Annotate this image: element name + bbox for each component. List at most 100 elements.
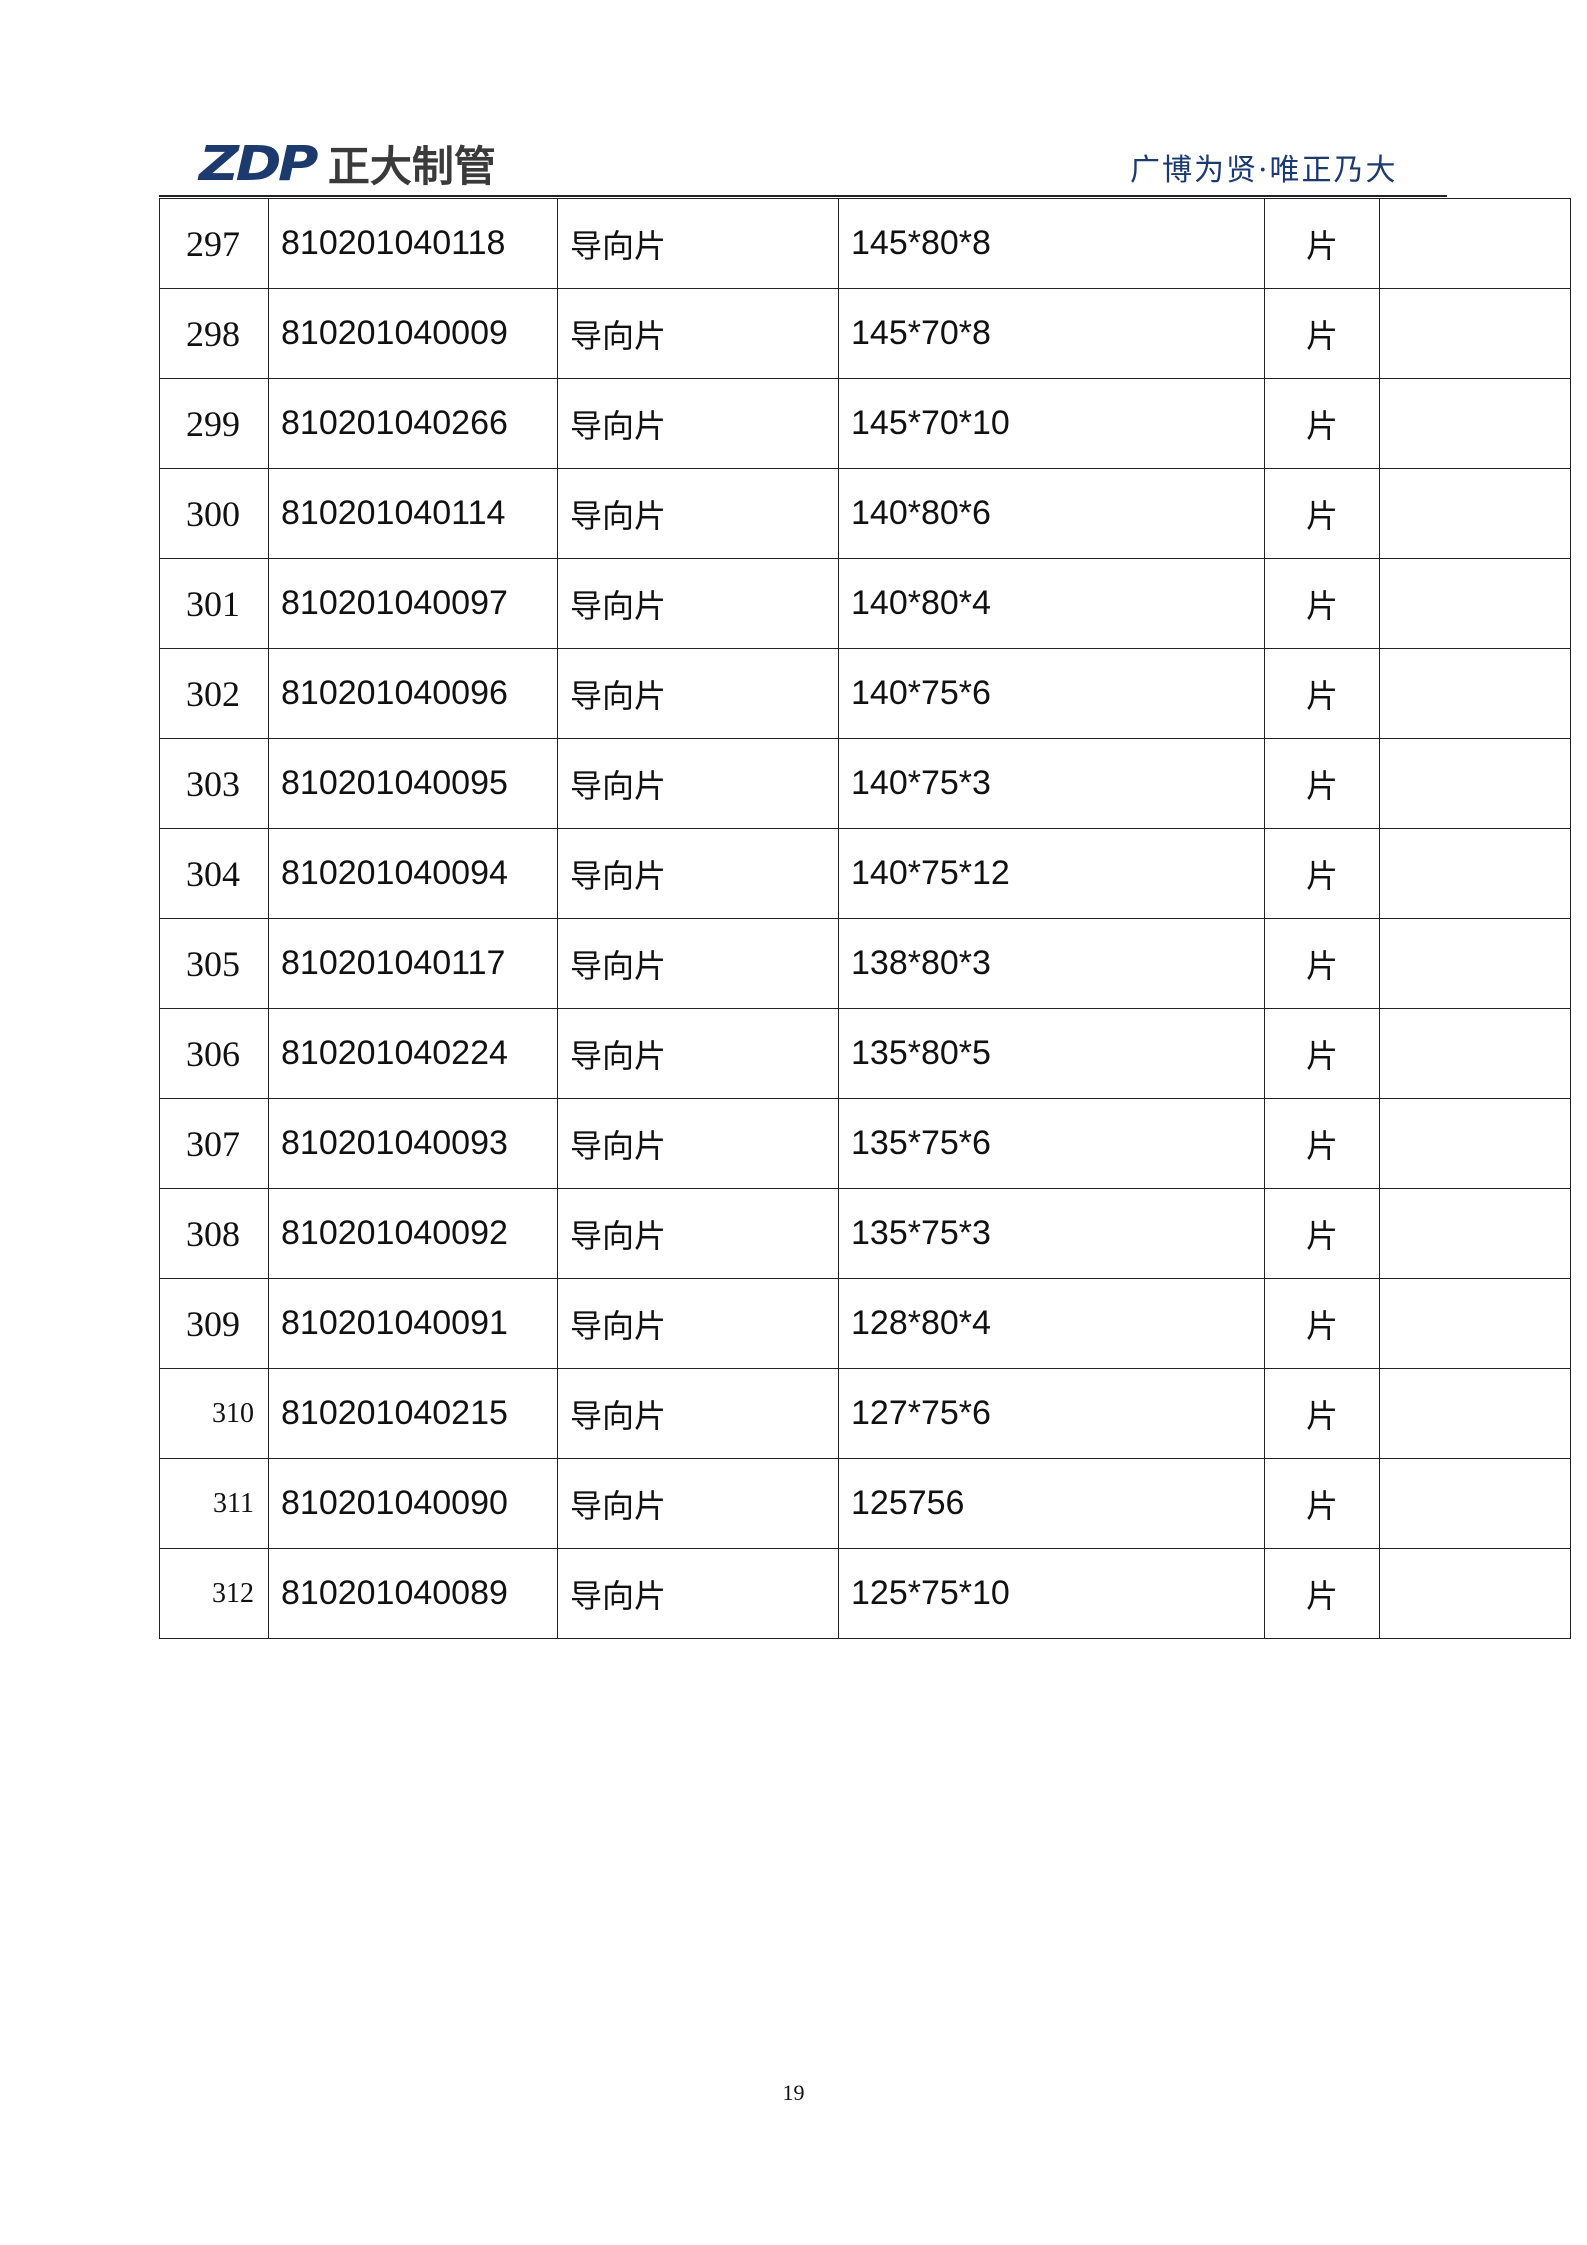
specification-cell: 140*80*4 [838, 558, 1265, 649]
unit-cell: 片 [1264, 1188, 1380, 1279]
table-row: 309 810201040091 导向片 128*80*4 片 [159, 1278, 1571, 1369]
material-code-cell: 810201040097 [268, 558, 558, 649]
remark-cell [1379, 558, 1571, 649]
specification-cell: 135*75*3 [838, 1188, 1265, 1279]
remark-cell [1379, 378, 1571, 469]
logo-text: 正大制管 [327, 142, 496, 191]
table-row: 298 810201040009 导向片 145*70*8 片 [159, 288, 1571, 379]
specification-cell: 135*80*5 [838, 1008, 1265, 1099]
row-number-cell: 298 [159, 288, 269, 379]
unit-cell: 片 [1264, 558, 1380, 649]
material-code-cell: 810201040118 [268, 198, 558, 289]
material-code-cell: 810201040096 [268, 648, 558, 739]
row-number-cell: 305 [159, 918, 269, 1009]
row-number-cell: 311 [159, 1458, 269, 1549]
unit-cell: 片 [1264, 918, 1380, 1009]
specification-cell: 145*70*8 [838, 288, 1265, 379]
unit-cell: 片 [1264, 828, 1380, 919]
item-name-cell: 导向片 [557, 1368, 839, 1459]
item-name-cell: 导向片 [557, 918, 839, 1009]
unit-cell: 片 [1264, 468, 1380, 559]
unit-cell: 片 [1264, 1458, 1380, 1549]
specification-cell: 125756 [838, 1458, 1265, 1549]
remark-cell [1379, 738, 1571, 829]
unit-cell: 片 [1264, 198, 1380, 289]
remark-cell [1379, 1458, 1571, 1549]
row-number-cell: 300 [159, 468, 269, 559]
unit-cell: 片 [1264, 1548, 1380, 1639]
specification-cell: 128*80*4 [838, 1278, 1265, 1369]
item-name-cell: 导向片 [557, 1278, 839, 1369]
table-row: 304 810201040094 导向片 140*75*12 片 [159, 828, 1571, 919]
row-number-cell: 308 [159, 1188, 269, 1279]
remark-cell [1379, 198, 1571, 289]
specification-cell: 145*80*8 [838, 198, 1265, 289]
item-name-cell: 导向片 [557, 648, 839, 739]
specification-cell: 140*75*12 [838, 828, 1265, 919]
row-number-cell: 306 [159, 1008, 269, 1099]
material-code-cell: 810201040009 [268, 288, 558, 379]
remark-cell [1379, 1278, 1571, 1369]
item-name-cell: 导向片 [557, 198, 839, 289]
row-number-cell: 297 [159, 198, 269, 289]
row-number-cell: 301 [159, 558, 269, 649]
row-number-cell: 303 [159, 738, 269, 829]
logo-mark: ZDP [199, 135, 318, 192]
remark-cell [1379, 1008, 1571, 1099]
table-row: 305 810201040117 导向片 138*80*3 片 [159, 918, 1571, 1009]
row-number-cell: 309 [159, 1278, 269, 1369]
table-row: 306 810201040224 导向片 135*80*5 片 [159, 1008, 1571, 1099]
unit-cell: 片 [1264, 378, 1380, 469]
unit-cell: 片 [1264, 1008, 1380, 1099]
parts-table: 297 810201040118 导向片 145*80*8 片 298 8102010400… [159, 198, 1571, 1639]
item-name-cell: 导向片 [557, 1098, 839, 1189]
table-row: 303 810201040095 导向片 140*75*3 片 [159, 738, 1571, 829]
row-number-cell: 304 [159, 828, 269, 919]
table-row: 311 810201040090 导向片 125756 片 [159, 1458, 1571, 1549]
item-name-cell: 导向片 [557, 468, 839, 559]
specification-cell: 145*70*10 [838, 378, 1265, 469]
specification-cell: 125*75*10 [838, 1548, 1265, 1639]
table-row: 299 810201040266 导向片 145*70*10 片 [159, 378, 1571, 469]
material-code-cell: 810201040095 [268, 738, 558, 829]
table-row: 301 810201040097 导向片 140*80*4 片 [159, 558, 1571, 649]
item-name-cell: 导向片 [557, 378, 839, 469]
page-number: 19 [782, 2080, 805, 2105]
material-code-cell: 810201040094 [268, 828, 558, 919]
specification-cell: 135*75*6 [838, 1098, 1265, 1189]
specification-cell: 138*80*3 [838, 918, 1265, 1009]
item-name-cell: 导向片 [557, 1188, 839, 1279]
item-name-cell: 导向片 [557, 1458, 839, 1549]
material-code-cell: 810201040093 [268, 1098, 558, 1189]
item-name-cell: 导向片 [557, 828, 839, 919]
table-row: 308 810201040092 导向片 135*75*3 片 [159, 1188, 1571, 1279]
item-name-cell: 导向片 [557, 738, 839, 829]
material-code-cell: 810201040215 [268, 1368, 558, 1459]
table-row: 310 810201040215 导向片 127*75*6 片 [159, 1368, 1571, 1459]
table-row: 312 810201040089 导向片 125*75*10 片 [159, 1548, 1571, 1639]
material-code-cell: 810201040089 [268, 1548, 558, 1639]
item-name-cell: 导向片 [557, 1548, 839, 1639]
specification-cell: 140*80*6 [838, 468, 1265, 559]
item-name-cell: 导向片 [557, 1008, 839, 1099]
company-slogan: 广博为贤·唯正乃大 [1130, 153, 1398, 188]
material-code-cell: 810201040114 [268, 468, 558, 559]
material-code-cell: 810201040117 [268, 918, 558, 1009]
header-divider [159, 195, 1447, 197]
material-code-cell: 810201040092 [268, 1188, 558, 1279]
remark-cell [1379, 1548, 1571, 1639]
row-number-cell: 302 [159, 648, 269, 739]
row-number-cell: 312 [159, 1548, 269, 1639]
unit-cell: 片 [1264, 648, 1380, 739]
material-code-cell: 810201040091 [268, 1278, 558, 1369]
unit-cell: 片 [1264, 1098, 1380, 1189]
remark-cell [1379, 1098, 1571, 1189]
unit-cell: 片 [1264, 738, 1380, 829]
row-number-cell: 299 [159, 378, 269, 469]
specification-cell: 127*75*6 [838, 1368, 1265, 1459]
remark-cell [1379, 918, 1571, 1009]
item-name-cell: 导向片 [557, 558, 839, 649]
table-row: 300 810201040114 导向片 140*80*6 片 [159, 468, 1571, 559]
row-number-cell: 310 [159, 1368, 269, 1459]
remark-cell [1379, 468, 1571, 559]
